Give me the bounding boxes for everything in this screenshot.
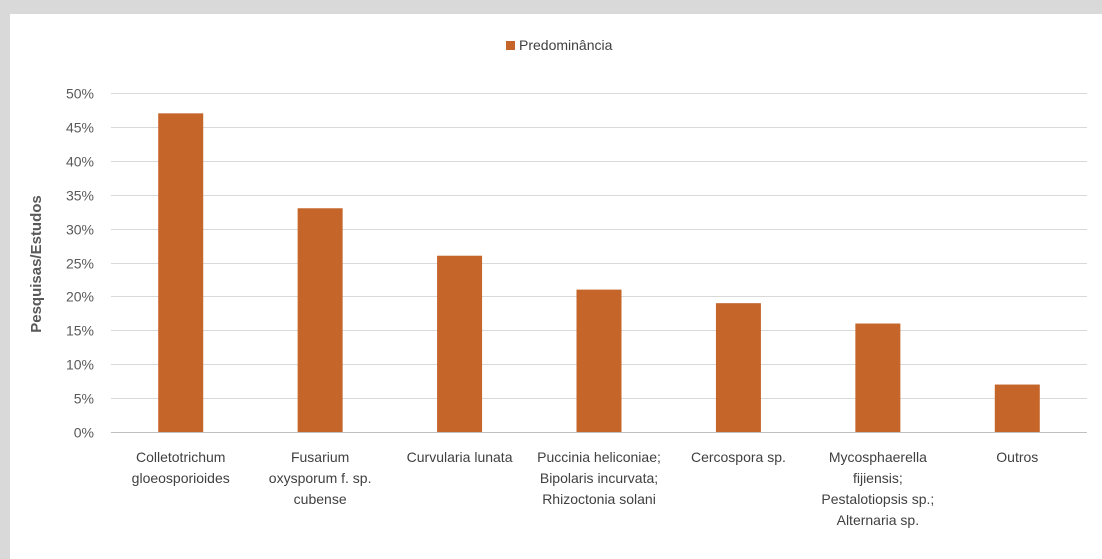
x-category-label: Mycosphaerella fijiensis; Pestalotiopsis s… — [821, 449, 934, 528]
bar — [158, 113, 204, 432]
y-tick-label: 15% — [66, 323, 94, 339]
bar — [715, 303, 761, 432]
y-tick-label: 40% — [66, 154, 94, 170]
chart-panel: 0% 5% 10% 15% 20% 25% 30% 35% 40% 45% 50% Colletot… — [10, 14, 1102, 559]
y-tick-label: 0% — [74, 425, 94, 441]
x-category-label: Curvularia lunata — [407, 449, 513, 465]
gridlines — [111, 93, 1087, 399]
y-axis-label: Pesquisas/Estudos — [28, 195, 45, 333]
bar — [576, 289, 622, 432]
bar — [297, 208, 343, 432]
y-tick-label: 25% — [66, 256, 94, 272]
y-tick-label: 35% — [66, 188, 94, 204]
y-tick-label: 5% — [74, 391, 94, 407]
bar — [855, 323, 901, 432]
x-axis-labels: Colletotrichum gloeosporioides Fusarium oxy… — [132, 449, 1039, 528]
x-category-label: Fusarium oxysporum f. sp. cubense — [269, 449, 372, 507]
x-category-label: Cercospora sp. — [691, 449, 786, 465]
y-tick-label: 30% — [66, 222, 94, 238]
x-category-label: Puccinia heliconiae; Bipolaris incurvata;… — [537, 449, 661, 507]
x-category-label: Colletotrichum gloeosporioides — [132, 449, 230, 486]
bar — [994, 384, 1040, 432]
x-category-label: Outros — [996, 449, 1038, 465]
bar — [437, 255, 483, 432]
legend-swatch — [506, 41, 515, 50]
legend: Predominância — [506, 37, 613, 53]
y-tick-label: 45% — [66, 120, 94, 136]
y-tick-label: 10% — [66, 357, 94, 373]
bars — [158, 113, 1040, 432]
legend-label: Predominância — [519, 37, 613, 53]
bar-chart: 0% 5% 10% 15% 20% 25% 30% 35% 40% 45% 50% Colletot… — [28, 37, 1087, 528]
y-tick-label: 20% — [66, 289, 94, 305]
y-axis-ticks: 0% 5% 10% 15% 20% 25% 30% 35% 40% 45% 50% — [66, 86, 94, 441]
y-tick-label: 50% — [66, 86, 94, 102]
